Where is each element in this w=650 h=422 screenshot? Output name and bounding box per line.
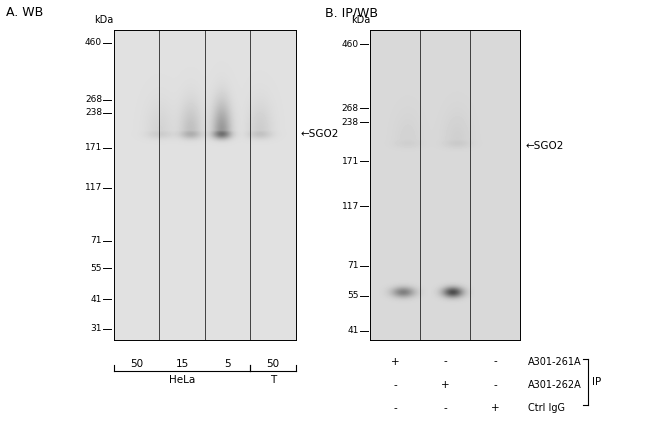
Text: HeLa: HeLa [169,375,195,385]
Text: 117: 117 [84,184,102,192]
Text: -: - [443,403,447,413]
Text: +: + [441,380,450,390]
Text: 50: 50 [266,359,280,369]
Text: ←SGO2: ←SGO2 [525,141,564,151]
Text: A301-262A: A301-262A [528,380,582,390]
Text: 238: 238 [342,118,359,127]
Text: ←SGO2: ←SGO2 [301,129,339,139]
Text: -: - [493,357,497,367]
Text: 41: 41 [347,326,359,335]
Text: 55: 55 [90,263,102,273]
Text: 50: 50 [130,359,143,369]
Text: 171: 171 [84,143,102,152]
Text: +: + [391,357,400,367]
Text: Ctrl IgG: Ctrl IgG [528,403,565,413]
Text: A301-261A: A301-261A [528,357,582,367]
Text: 41: 41 [90,295,102,304]
Text: kDa: kDa [94,15,114,25]
Text: 238: 238 [85,108,102,117]
Text: 117: 117 [341,202,359,211]
Text: 460: 460 [342,40,359,49]
Text: -: - [393,380,397,390]
Text: -: - [393,403,397,413]
Text: -: - [443,357,447,367]
Text: 460: 460 [85,38,102,47]
Text: -: - [493,380,497,390]
Text: 5: 5 [224,359,231,369]
Text: 268: 268 [342,104,359,113]
Text: kDa: kDa [351,15,370,25]
Text: B. IP/WB: B. IP/WB [325,6,378,19]
Text: 31: 31 [90,325,102,333]
Text: 15: 15 [176,359,188,369]
Text: +: + [491,403,499,413]
Text: 268: 268 [85,95,102,104]
Text: T: T [270,375,276,385]
Text: IP: IP [592,377,601,387]
Text: 171: 171 [341,157,359,166]
Text: 71: 71 [90,236,102,246]
Text: 71: 71 [347,261,359,270]
Text: A. WB: A. WB [6,6,44,19]
Text: 55: 55 [347,291,359,300]
